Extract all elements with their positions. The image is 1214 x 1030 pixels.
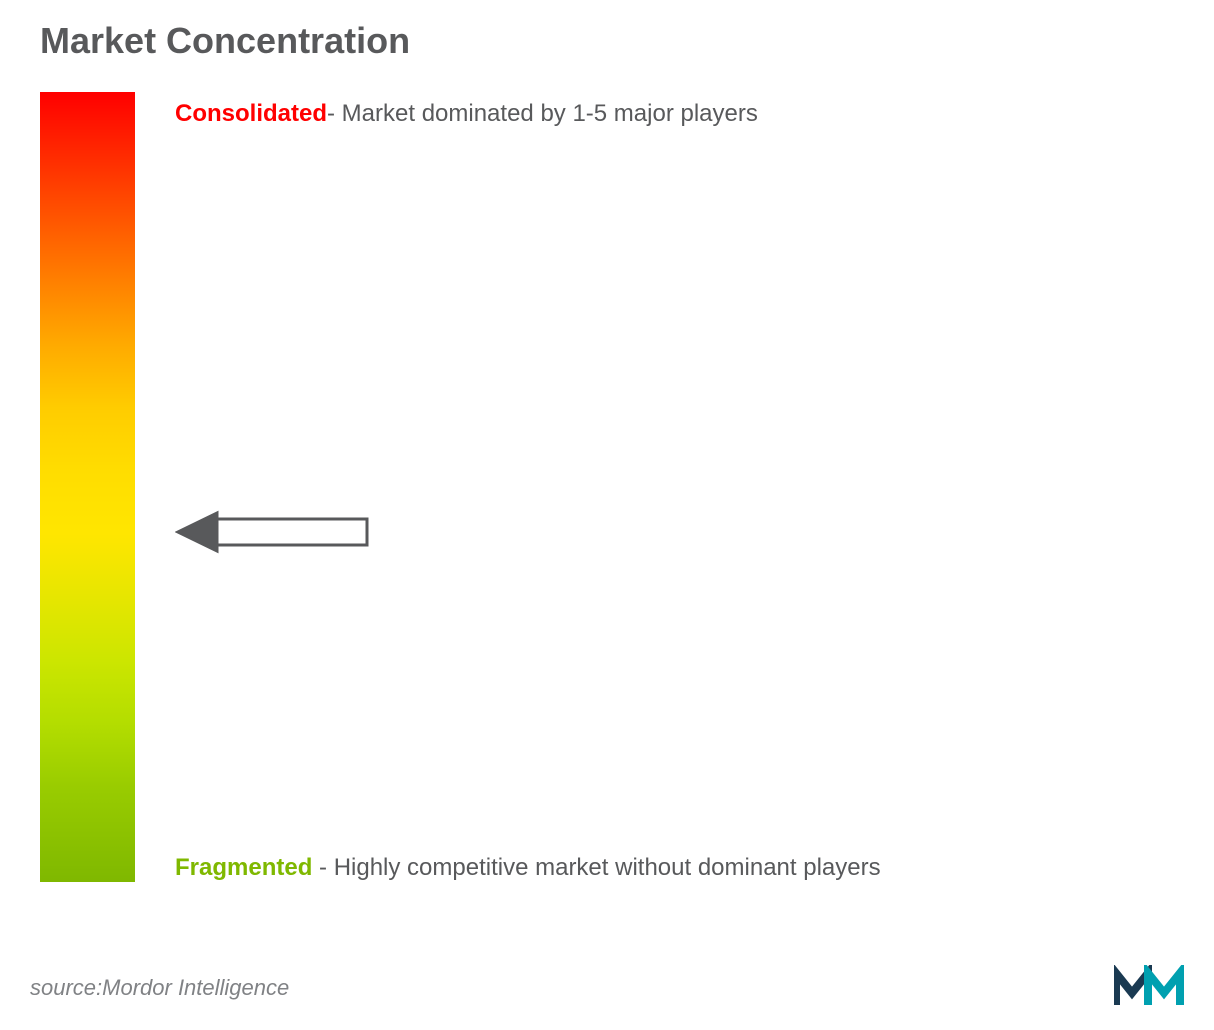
labels-column: Consolidated- Market dominated by 1-5 ma… [175, 92, 1184, 892]
source-attribution: source:Mordor Intelligence [30, 975, 289, 1001]
chart-title: Market Concentration [40, 20, 1184, 62]
mordor-logo [1114, 965, 1184, 1010]
consolidated-label: Consolidated- Market dominated by 1-5 ma… [175, 97, 758, 131]
position-indicator-arrow [175, 507, 375, 562]
fragmented-description: - Highly competitive market without domi… [319, 854, 881, 881]
main-content: Consolidated- Market dominated by 1-5 ma… [30, 92, 1184, 892]
consolidated-description: - Market dominated by 1-5 major players [327, 100, 758, 127]
concentration-gradient-bar [40, 92, 135, 882]
fragmented-term: Fragmented [175, 854, 312, 881]
consolidated-term: Consolidated [175, 100, 327, 127]
footer: source:Mordor Intelligence [30, 965, 1184, 1010]
fragmented-label: Fragmented - Highly competitive market w… [175, 849, 881, 887]
